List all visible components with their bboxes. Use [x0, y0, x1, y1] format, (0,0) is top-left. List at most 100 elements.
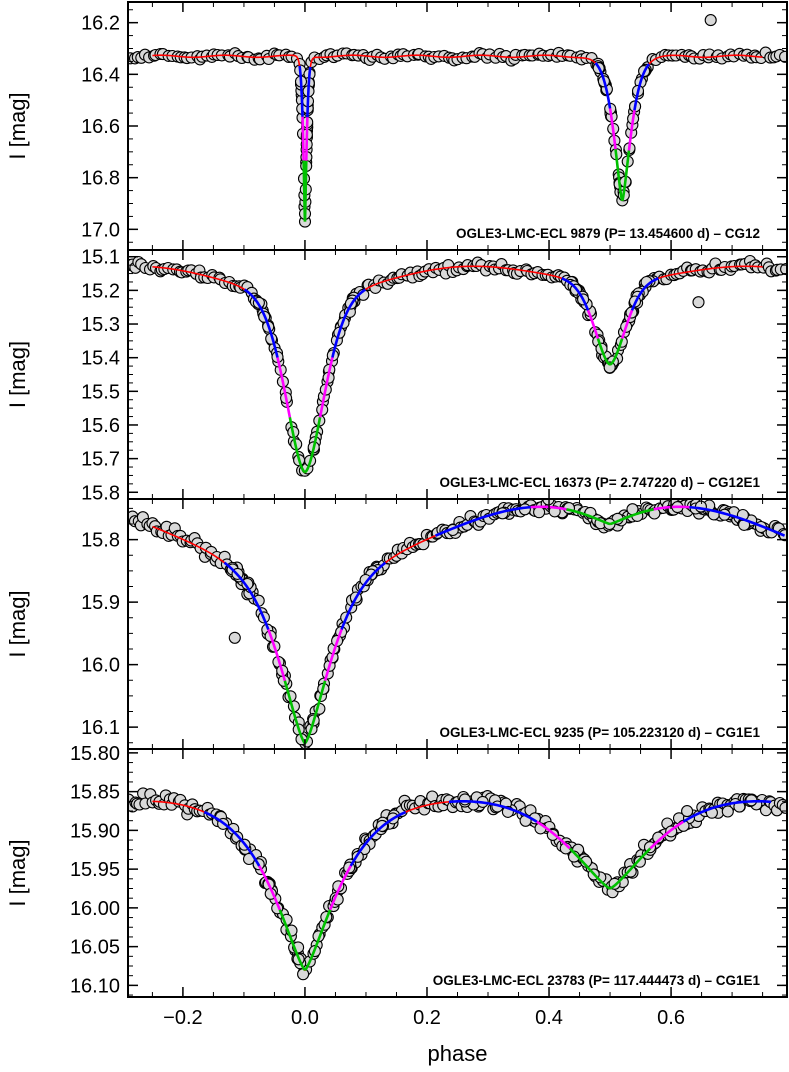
y-tick-label: 16.05 [70, 937, 120, 959]
y-axis-title: I [mag] [5, 92, 30, 159]
x-tick-label: 0.6 [657, 1007, 685, 1029]
outer-segment [243, 288, 279, 358]
y-tick-label: 15.85 [70, 782, 120, 804]
panel-2: 15.1 15.2 15.3 15.4 15.5 15.6 15.7 15.8 I [mag] O… [5, 247, 788, 504]
model-curve [152, 265, 763, 474]
y-tick-label: 17.0 [81, 219, 120, 241]
middle-segment [323, 629, 343, 682]
data-points [128, 254, 787, 477]
panel-plot-area [128, 254, 787, 477]
middle-segment [258, 865, 281, 911]
outer-segment [561, 277, 590, 311]
outer-segment [630, 277, 659, 311]
middle-segment [328, 865, 352, 911]
inner-segment [304, 909, 332, 971]
y-tick-label: 15.90 [70, 820, 120, 842]
inner-segment [609, 847, 652, 890]
inner-segment [304, 680, 327, 745]
inner-segment [304, 417, 322, 474]
y-tick-label: 16.4 [81, 64, 120, 86]
data-point [681, 805, 694, 818]
outer-segment [682, 799, 772, 823]
x-tick-label: 0.2 [413, 1007, 441, 1029]
y-tick-label: 16.0 [81, 655, 120, 677]
inner-segment [621, 150, 631, 202]
y-tick-label: 15.5 [81, 381, 120, 403]
x-tick-label: −0.2 [163, 1007, 202, 1029]
outer-segment [448, 799, 538, 823]
y-tick-label: 15.95 [70, 859, 120, 881]
inner-segment [278, 909, 306, 971]
data-point [458, 793, 471, 806]
y-tick-label: 15.2 [81, 280, 120, 302]
y-tick-label: 16.8 [81, 168, 120, 190]
x-axis-title: phase [428, 1041, 488, 1066]
y-tick-label: 16.00 [70, 898, 120, 920]
y-axis-title: I [mag] [5, 341, 30, 408]
outlier-point [692, 296, 705, 309]
outer-segment [298, 65, 304, 117]
inner-segment [609, 508, 654, 526]
inner-segment [283, 680, 306, 745]
data-point [533, 506, 546, 519]
y-axis-title: I [mag] [5, 590, 30, 657]
middle-segment [608, 108, 617, 150]
data-points [128, 499, 787, 749]
data-point [694, 500, 707, 513]
x-tick-label: 0.0 [291, 1007, 319, 1029]
data-point [297, 968, 310, 981]
inner-segment [568, 847, 611, 890]
data-points [128, 787, 787, 981]
outer-segment [203, 810, 261, 867]
y-tick-label: 15.7 [81, 449, 120, 471]
panel-annotation: OGLE3-LMC-ECL 9235 (P= 105.223120 d) – C… [439, 725, 760, 740]
panel-plot-area [128, 499, 787, 749]
outlier-point [704, 14, 717, 27]
data-point [359, 573, 372, 587]
middle-segment [267, 629, 287, 682]
outer-segment [340, 561, 387, 630]
outer-segment [306, 66, 312, 118]
y-tick-label: 15.4 [81, 348, 120, 370]
panel-plot-area [128, 14, 787, 228]
y-tick-label: 15.9 [81, 592, 120, 614]
outer-segment [331, 288, 367, 358]
panel-plot-area [128, 787, 787, 981]
data-point [633, 855, 646, 868]
outer-segment [594, 62, 612, 109]
data-points [128, 14, 787, 228]
y-tick-label: 16.10 [70, 975, 120, 997]
y-tick-label: 15.8 [81, 482, 120, 504]
inner-segment [303, 160, 308, 222]
outer-segment [633, 63, 651, 111]
y-tick-label: 16.6 [81, 116, 120, 138]
y-tick-label: 15.80 [70, 743, 120, 765]
middle-segment [536, 820, 571, 850]
panel-4: 15.80 15.85 15.90 15.95 16.00 16.05 16.10 I [ma… [5, 743, 788, 998]
data-point [779, 50, 787, 63]
y-tick-label: 15.3 [81, 314, 120, 336]
inner-segment [596, 338, 611, 366]
inner-segment [614, 149, 624, 202]
middle-segment [301, 116, 305, 161]
middle-segment [620, 309, 634, 340]
data-point [624, 865, 637, 878]
model-curve [152, 506, 763, 745]
middle-segment [649, 820, 684, 850]
data-point [603, 361, 616, 374]
outer-segment [435, 505, 531, 537]
inner-segment [566, 508, 611, 526]
outer-segment [689, 505, 786, 537]
outer-segment [349, 810, 407, 867]
outlier-point [228, 631, 241, 644]
panel-annotation: OGLE3-LMC-ECL 16373 (P= 2.747220 d) – CG… [439, 475, 760, 490]
middle-segment [318, 357, 334, 418]
y-tick-label: 15.8 [81, 530, 120, 552]
panel-annotation: OGLE3-LMC-ECL 9879 (P= 13.454600 d) – CG… [456, 226, 760, 241]
inner-segment [609, 338, 624, 366]
middle-segment [276, 357, 292, 418]
y-tick-label: 15.6 [81, 415, 120, 437]
panel-3: 15.8 15.9 16.0 16.1 I [mag] OGLE3-LMC-ECL 923… [5, 498, 788, 750]
middle-segment [305, 117, 309, 161]
